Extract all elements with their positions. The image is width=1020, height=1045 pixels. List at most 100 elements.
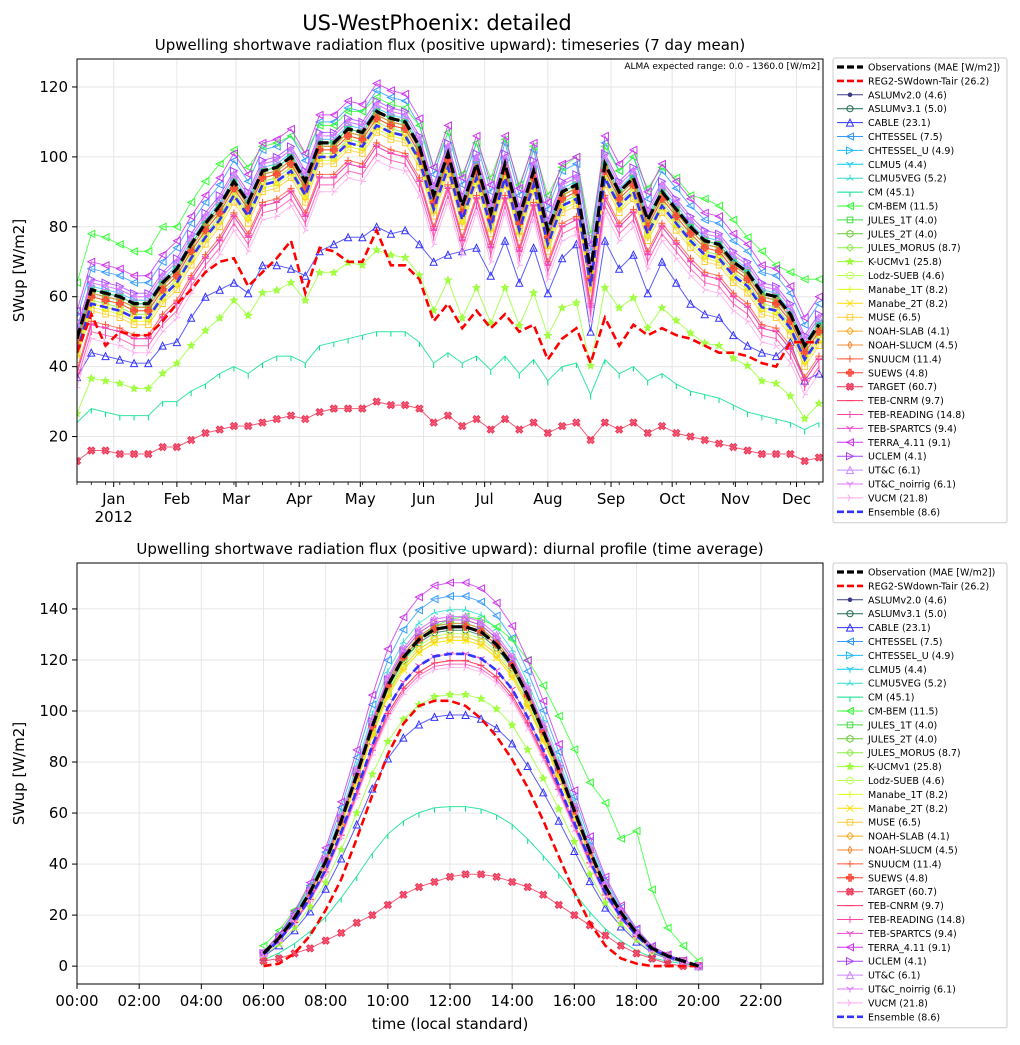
legend-marker [846, 804, 854, 813]
legend-entry: JULES_2T (4.0) [837, 229, 937, 240]
legend-entry: CLMU5 (4.4) [837, 665, 927, 676]
data-point [101, 283, 110, 290]
data-point [557, 421, 567, 431]
series-line [263, 699, 699, 968]
data-point [657, 257, 667, 266]
legend-marker [847, 999, 854, 1007]
x-tick-year: 2012 [95, 508, 133, 526]
data-point [272, 157, 281, 164]
data-point [515, 425, 524, 434]
data-point [492, 598, 501, 608]
data-point [714, 313, 724, 322]
data-point [628, 145, 638, 155]
data-point [374, 156, 381, 165]
data-point [472, 154, 481, 161]
data-point [471, 131, 481, 141]
data-point [173, 259, 181, 266]
legend-label: NOAH-SLUCM (4.5) [868, 341, 958, 352]
legend-label: TARGET (60.7) [867, 382, 937, 393]
data-point [757, 348, 767, 357]
data-point [472, 196, 481, 203]
data-point [201, 208, 211, 218]
data-point [272, 199, 281, 206]
series-line [77, 82, 820, 319]
legend-entry: Observation (MAE [W/m2]) [837, 568, 995, 579]
data-point [357, 107, 367, 116]
data-point [143, 271, 153, 281]
data-point [800, 320, 809, 329]
data-point [300, 149, 310, 158]
range-note: ALMA expected range: 0.0 - 1360.0 [W/m2] [624, 62, 820, 72]
data-point [115, 299, 124, 308]
data-point [586, 435, 595, 445]
series-ensemble-8-6 [77, 123, 820, 363]
legend-entry: UT&C (6.1) [837, 970, 920, 982]
legend-label: SNUUCM (11.4) [868, 354, 941, 365]
data-point [145, 348, 152, 357]
data-point [172, 236, 181, 246]
legend-label: TEB-CNRM (9.7) [867, 396, 944, 407]
data-point [415, 131, 425, 141]
data-point [200, 198, 210, 207]
data-point [243, 310, 253, 320]
legend-entry: Ensemble (8.6) [837, 507, 940, 518]
data-point [543, 233, 552, 242]
data-point [160, 327, 167, 336]
data-point [87, 446, 96, 455]
data-point [744, 289, 751, 297]
data-point [258, 260, 267, 270]
data-point [398, 612, 408, 622]
legend-marker [846, 425, 854, 432]
data-point [671, 315, 681, 325]
timeseries-panel: Jan Feb Mar Apr May Jun Jul Aug Sep Oct Nov Dec2012… [10, 36, 1008, 526]
data-point [461, 870, 470, 879]
data-point [200, 191, 210, 200]
series-line [263, 714, 699, 967]
data-point [492, 723, 501, 733]
data-point [102, 310, 109, 318]
data-point [429, 594, 439, 604]
data-point [757, 296, 766, 305]
data-point [600, 872, 610, 882]
data-point [287, 184, 295, 192]
data-point [272, 260, 282, 270]
legend-entry: TEB-SPARTCS (9.4) [837, 929, 957, 940]
x-tick-label-h20: 20:00 [677, 992, 720, 1010]
data-point [463, 663, 470, 672]
data-point [601, 154, 609, 161]
data-point [286, 411, 296, 420]
data-point [215, 180, 224, 190]
data-point [329, 110, 338, 120]
legend-marker [846, 161, 854, 168]
data-point [115, 449, 125, 459]
data-point [352, 764, 362, 774]
data-point [86, 229, 96, 239]
data-point [771, 271, 781, 281]
data-point [445, 689, 455, 699]
data-point [344, 146, 352, 154]
data-point [130, 294, 138, 301]
data-point [600, 131, 609, 141]
data-point [144, 294, 153, 301]
data-point [538, 787, 548, 797]
data-point [815, 357, 823, 364]
data-point [800, 348, 809, 357]
data-point [172, 222, 181, 232]
data-point [602, 892, 609, 901]
data-point [144, 288, 153, 298]
legend: Observation (MAE [W/m2]) REG2-SWdown-Tair… [832, 562, 1008, 1029]
data-point [472, 243, 481, 252]
data-point [554, 711, 563, 721]
data-point [714, 201, 724, 211]
data-point [229, 169, 239, 179]
data-point [687, 244, 694, 252]
x-tick-label-h4: 04:00 [180, 992, 223, 1010]
data-point [401, 107, 410, 116]
legend-marker [846, 216, 854, 224]
data-point [715, 261, 723, 269]
data-point [759, 338, 766, 346]
legend-entry: ASLUMv3.1 (5.0) [837, 104, 947, 115]
data-point [508, 653, 516, 660]
data-point [287, 174, 295, 182]
data-point [800, 336, 809, 343]
